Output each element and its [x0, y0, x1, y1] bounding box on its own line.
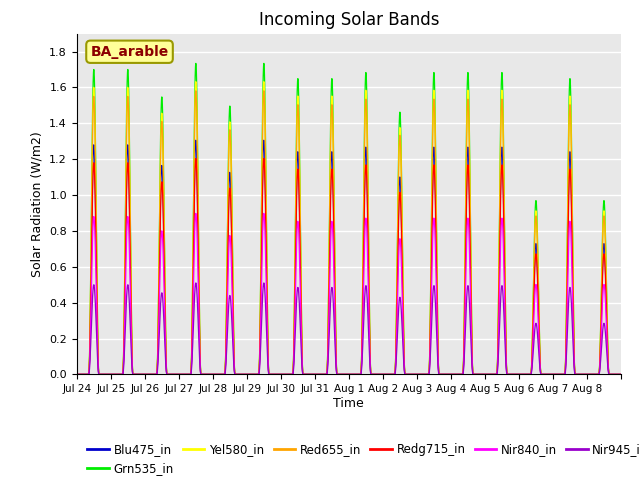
Red655_in [419, 372, 426, 377]
Blu475_in [184, 372, 192, 377]
Redg715_in [534, 287, 541, 292]
Grn535_in [192, 60, 200, 66]
Red655_in [617, 372, 625, 377]
Nir945_in [617, 372, 625, 377]
Red655_in [192, 88, 200, 94]
Redg715_in [73, 372, 81, 377]
Yel580_in [467, 229, 474, 235]
Red655_in [73, 372, 81, 377]
Nir840_in [419, 372, 426, 377]
Yel580_in [617, 372, 625, 377]
Redg715_in [184, 372, 192, 377]
Nir945_in [419, 372, 426, 377]
Nir840_in [467, 293, 474, 299]
Grn535_in [419, 372, 426, 377]
Line: Nir945_in: Nir945_in [77, 283, 621, 374]
Yel580_in [534, 256, 541, 262]
Yel580_in [501, 287, 509, 293]
Blu475_in [617, 372, 625, 377]
Yel580_in [192, 79, 200, 84]
Red655_in [184, 372, 192, 377]
Blu475_in [501, 304, 509, 310]
Redg715_in [611, 372, 619, 377]
Nir945_in [611, 372, 619, 377]
Red655_in [534, 260, 541, 266]
Yel580_in [73, 372, 81, 377]
Y-axis label: Solar Radiation (W/m2): Solar Radiation (W/m2) [31, 131, 44, 277]
Legend: Blu475_in, Grn535_in, Yel580_in, Red655_in, Redg715_in, Nir840_in, Nir945_in: Blu475_in, Grn535_in, Yel580_in, Red655_… [83, 438, 640, 480]
Line: Red655_in: Red655_in [77, 91, 621, 374]
Grn535_in [611, 372, 619, 377]
Blu475_in [534, 279, 541, 285]
Red655_in [467, 234, 474, 240]
Line: Nir840_in: Nir840_in [77, 214, 621, 374]
Nir840_in [501, 325, 509, 331]
Red655_in [501, 290, 509, 296]
Blu475_in [73, 372, 81, 377]
Grn535_in [73, 372, 81, 377]
Redg715_in [501, 310, 509, 315]
Nir840_in [534, 308, 541, 314]
Nir840_in [611, 372, 619, 377]
Yel580_in [611, 372, 619, 377]
Grn535_in [467, 221, 474, 227]
Redg715_in [419, 372, 426, 377]
Title: Incoming Solar Bands: Incoming Solar Bands [259, 11, 439, 29]
Line: Blu475_in: Blu475_in [77, 140, 621, 374]
Line: Grn535_in: Grn535_in [77, 63, 621, 374]
Redg715_in [617, 372, 625, 377]
Blu475_in [467, 258, 474, 264]
Grn535_in [501, 282, 509, 288]
Nir840_in [617, 372, 625, 377]
Blu475_in [192, 137, 200, 143]
Red655_in [611, 372, 619, 377]
Grn535_in [184, 372, 192, 377]
Nir945_in [534, 336, 541, 341]
X-axis label: Time: Time [333, 397, 364, 410]
Text: BA_arable: BA_arable [90, 45, 169, 59]
Redg715_in [192, 156, 200, 161]
Nir945_in [501, 345, 509, 351]
Blu475_in [611, 372, 619, 377]
Nir945_in [192, 280, 200, 286]
Nir840_in [184, 372, 192, 377]
Yel580_in [184, 372, 192, 377]
Blu475_in [419, 372, 426, 377]
Grn535_in [617, 372, 625, 377]
Line: Yel580_in: Yel580_in [77, 82, 621, 374]
Nir945_in [467, 327, 474, 333]
Nir945_in [184, 372, 192, 377]
Grn535_in [534, 249, 541, 255]
Yel580_in [419, 372, 426, 377]
Nir840_in [73, 372, 81, 377]
Redg715_in [467, 267, 474, 273]
Line: Redg715_in: Redg715_in [77, 158, 621, 374]
Nir840_in [192, 211, 200, 216]
Nir945_in [73, 372, 81, 377]
